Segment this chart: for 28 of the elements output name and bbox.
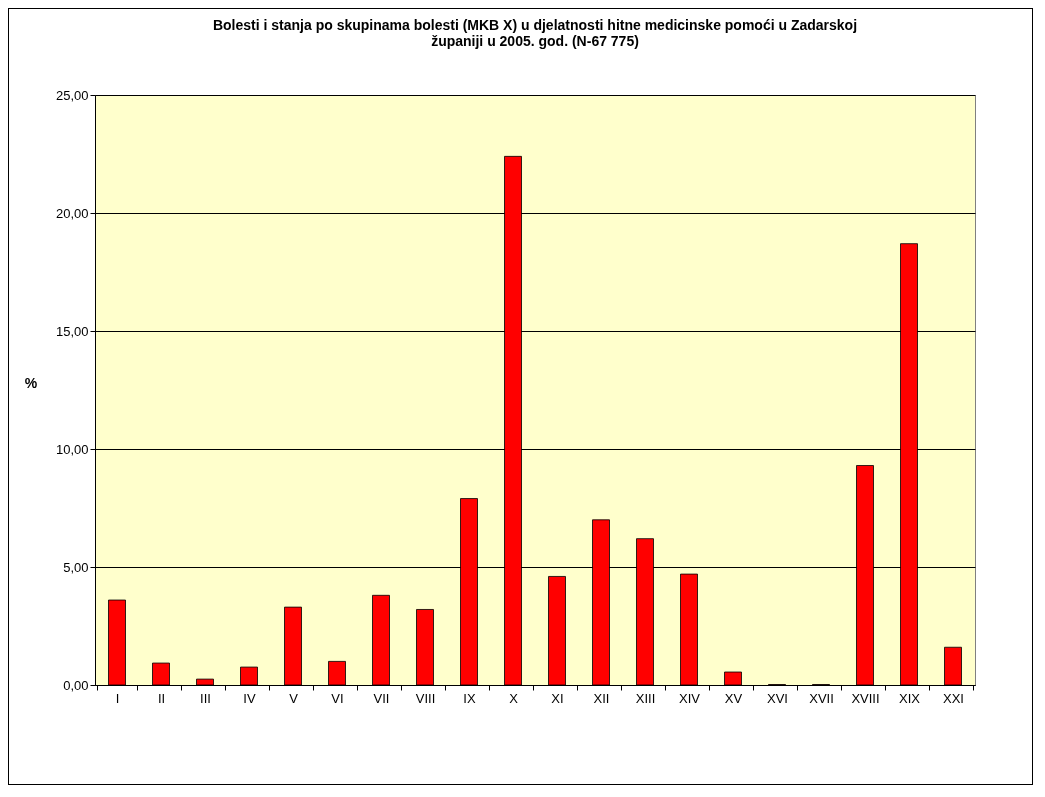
x-tick-label: VI xyxy=(331,690,344,706)
x-tick-label: IV xyxy=(243,690,256,706)
x-tick-label: IX xyxy=(463,690,476,706)
x-tick-label: III xyxy=(200,690,211,706)
y-axis-title: % xyxy=(24,374,38,391)
x-tick-label: XXI xyxy=(943,690,964,706)
x-tick-label: XVII xyxy=(809,690,834,706)
y-tick-label: 10,00 xyxy=(55,441,89,457)
x-tick-label: II xyxy=(157,690,166,706)
y-tick-label: 25,00 xyxy=(55,87,89,103)
x-tick-label: XVI xyxy=(767,690,788,706)
y-tick-label: 5,00 xyxy=(63,559,89,575)
x-tick-label: XI xyxy=(551,690,564,706)
x-tick-label: XVIII xyxy=(851,690,880,706)
x-tick-label: X xyxy=(509,690,519,706)
x-tick-label: VII xyxy=(373,690,390,706)
y-tick-label: 0,00 xyxy=(63,677,89,693)
chart-title: Bolesti i stanja po skupinama bolesti (MKB X) u djelatnosti hitne medicinske pomoći u Zadarskoj županiji u 2005. god. (N-67 775) xyxy=(212,17,858,49)
x-tick-label: XIV xyxy=(679,690,701,706)
x-tick-label: V xyxy=(289,690,299,706)
x-tick-label: I xyxy=(115,690,120,706)
x-tick-label: VIII xyxy=(415,690,436,706)
x-tick-label: XIII xyxy=(635,690,656,706)
y-tick-label: 20,00 xyxy=(55,205,89,221)
y-tick-label: 15,00 xyxy=(55,323,89,339)
x-tick-label: XV xyxy=(724,690,743,706)
x-tick-label: XIX xyxy=(899,690,921,706)
x-tick-label: XII xyxy=(593,690,610,706)
